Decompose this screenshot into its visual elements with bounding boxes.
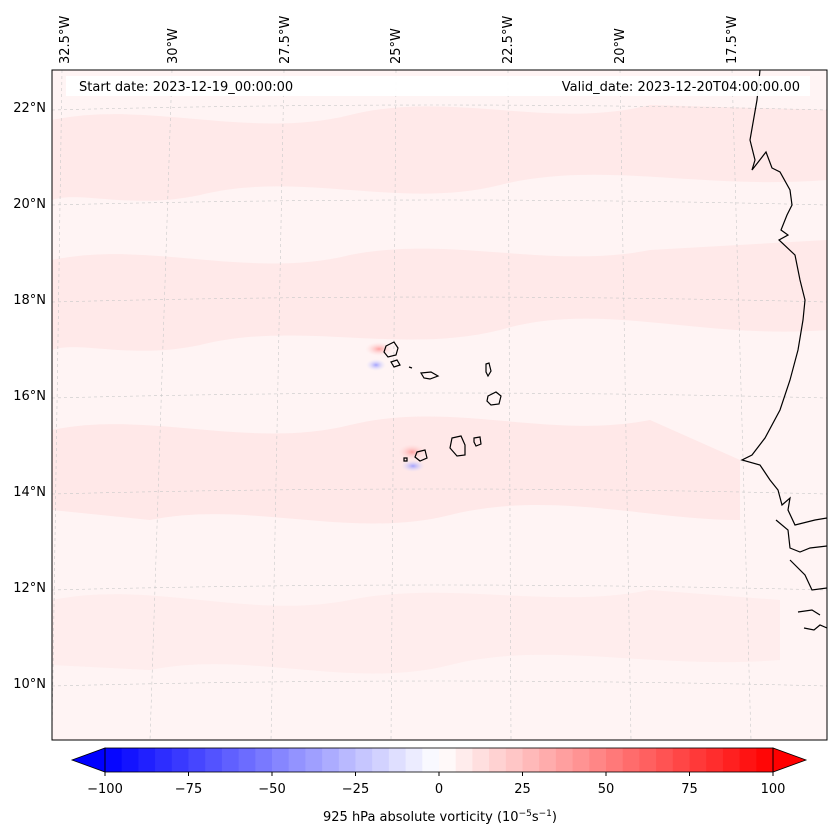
latitude-labels: 22°N 20°N 18°N 16°N 14°N 12°N 10°N <box>13 101 46 692</box>
lat-label: 18°N <box>13 293 46 308</box>
map-panel: Start date: 2023-12-19_00:00:00 Valid_da… <box>51 69 828 741</box>
colorbar-tick-marks <box>104 772 774 776</box>
lat-label: 20°N <box>13 197 46 212</box>
colorbar-tick-label: −25 <box>342 782 369 797</box>
colorbar-segment <box>672 748 690 772</box>
colorbar-segment <box>656 748 674 772</box>
lat-label: 14°N <box>13 485 46 500</box>
colorbar-segment <box>455 748 473 772</box>
colorbar-segment <box>572 748 590 772</box>
colorbar-segment <box>338 748 356 772</box>
colorbar-tick-label: −75 <box>175 782 202 797</box>
colorbar-tick-label: 50 <box>598 782 615 797</box>
gridlines <box>52 70 827 740</box>
colorbar-segment <box>388 748 407 772</box>
colorbar-tick-label: 25 <box>514 782 531 797</box>
colorbar-tick-label: 75 <box>681 782 698 797</box>
lon-label: 25°W <box>389 28 404 64</box>
lon-label: 32.5°W <box>58 16 73 64</box>
map-frame <box>51 69 828 741</box>
colorbar-segment <box>238 748 256 772</box>
colorbar-segment <box>422 748 440 772</box>
lon-label: 27.5°W <box>278 16 293 64</box>
lon-label: 22.5°W <box>501 16 516 64</box>
vorticity-patches <box>52 105 827 674</box>
colorbar-segment <box>255 748 273 772</box>
colorbar-segment <box>756 748 774 772</box>
colorbar-tick-labels: −100 −75 −50 −25 0 25 50 75 100 <box>87 782 785 797</box>
colorbar-segment <box>272 748 290 772</box>
colorbar-segment <box>706 748 724 772</box>
colorbar-segment <box>739 748 757 772</box>
colorbar-segment <box>355 748 373 772</box>
colorbar-segment <box>555 748 574 772</box>
colorbar-segment <box>155 748 173 772</box>
colorbar-segment <box>105 748 123 772</box>
colorbar-tick-label: 100 <box>761 782 786 797</box>
lat-label: 12°N <box>13 581 46 596</box>
lon-label: 17.5°W <box>725 16 740 64</box>
colorbar-segment <box>489 748 507 772</box>
colorbar-segment <box>622 748 640 772</box>
colorbar-segment <box>305 748 323 772</box>
colorbar-segment <box>722 748 741 772</box>
lon-label: 30°W <box>166 28 181 64</box>
colorbar-max-arrow <box>772 747 808 773</box>
colorbar-segment <box>639 748 657 772</box>
colorbar-segment <box>171 748 189 772</box>
colorbar-segment <box>121 748 139 772</box>
colorbar-segment <box>505 748 523 772</box>
lat-label: 10°N <box>13 677 46 692</box>
colorbar-tick-label: 0 <box>435 782 443 797</box>
colorbar-segment <box>221 748 240 772</box>
colorbar-segment <box>439 748 457 772</box>
coastlines <box>740 70 827 631</box>
colorbar-segment <box>322 748 340 772</box>
colorbar-segments <box>105 748 774 772</box>
colorbar-segment <box>372 748 390 772</box>
colorbar: −100 −75 −50 −25 0 25 50 75 100 925 hPa … <box>70 747 808 825</box>
header-box <box>66 76 810 96</box>
lon-label: 20°W <box>613 28 628 64</box>
colorbar-segment <box>689 748 707 772</box>
colorbar-segment <box>405 748 423 772</box>
cape-verde-islands <box>383 341 502 462</box>
longitude-labels: 32.5°W 30°W 27.5°W 25°W 22.5°W 20°W 17.5… <box>58 16 740 64</box>
lat-label: 22°N <box>13 101 46 116</box>
colorbar-segment <box>472 748 490 772</box>
colorbar-segment <box>589 748 607 772</box>
colorbar-tick-label: −50 <box>258 782 285 797</box>
colorbar-segment <box>539 748 557 772</box>
colorbar-label: 925 hPa absolute vorticity (10−5s−1) <box>323 809 557 825</box>
colorbar-segment <box>288 748 306 772</box>
colorbar-segment <box>606 748 624 772</box>
colorbar-segment <box>138 748 156 772</box>
colorbar-tick-label: −100 <box>87 782 123 797</box>
start-date: Start date: 2023-12-19_00:00:00 <box>79 80 293 95</box>
colorbar-segment <box>188 748 206 772</box>
lat-label: 16°N <box>13 389 46 404</box>
colorbar-segment <box>205 748 223 772</box>
colorbar-segment <box>522 748 540 772</box>
valid-date: Valid_date: 2023-12-20T04:00:00.00 <box>562 80 800 95</box>
colorbar-min-arrow <box>70 747 106 773</box>
